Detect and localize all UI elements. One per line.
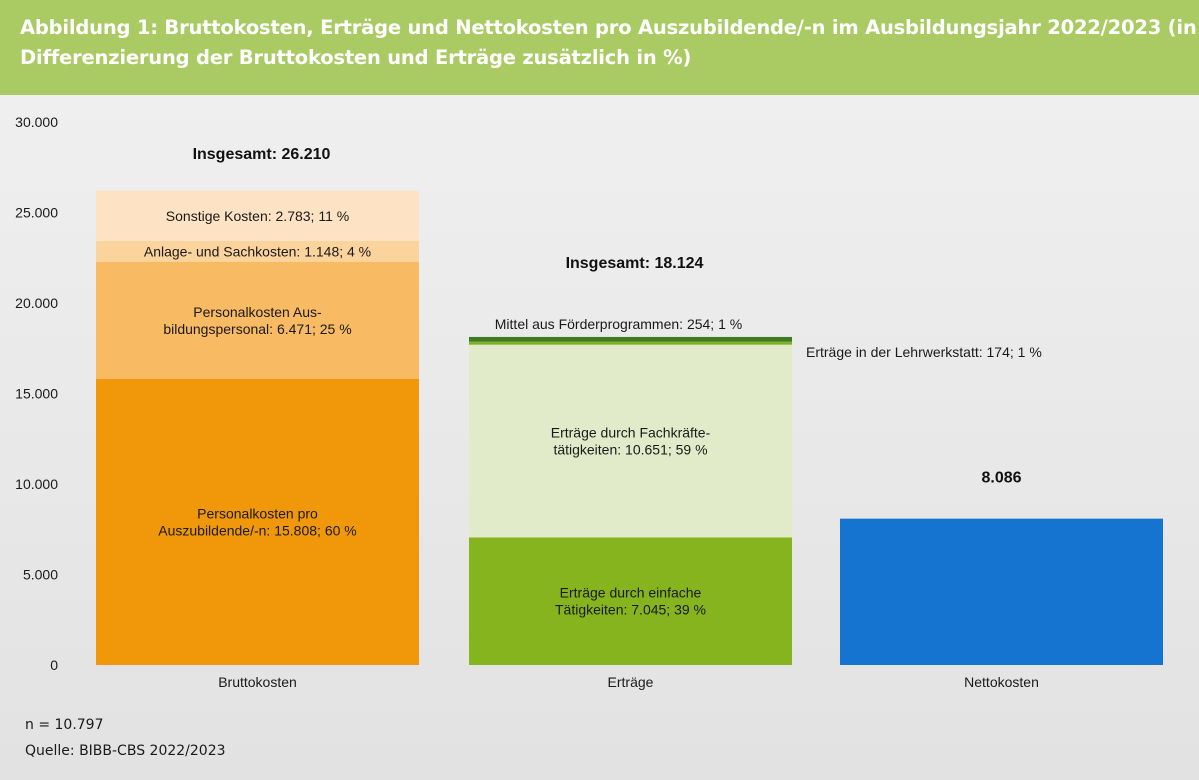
- bar-segment: [96, 261, 419, 379]
- segment-label: Tätigkeiten: 7.045; 39 %: [555, 602, 706, 618]
- y-tick-label: 10.000: [15, 476, 58, 492]
- bar-segment: [96, 190, 419, 241]
- bar-segment: [469, 341, 792, 345]
- segment-external-label: Erträge in der Lehrwerkstatt: 174; 1 %: [806, 344, 1042, 360]
- segment-label: Anlage- und Sachkosten: 1.148; 4 %: [144, 243, 371, 259]
- chart-title-banner: Abbildung 1: Bruttokosten, Erträge und N…: [0, 0, 1199, 95]
- sample-size-note: n = 10.797: [25, 717, 104, 733]
- segment-label: tätigkeiten: 10.651; 59 %: [553, 442, 707, 458]
- y-tick-label: 30.000: [15, 114, 58, 130]
- bar-segment: [469, 344, 792, 538]
- stacked-bar-chart: 0 5.000 10.000 15.000 20.000 25.000 30.000 Pers…: [15, 114, 1163, 690]
- source-note: Quelle: BIBB-CBS 2022/2023: [25, 743, 226, 759]
- bar-total-label: 8.086: [981, 470, 1021, 487]
- segment-label: Personalkosten pro: [197, 505, 318, 521]
- bar-segment: [840, 518, 1163, 665]
- y-tick-label: 25.000: [15, 205, 58, 221]
- segment-label: Auszubildende/-n: 15.808; 60 %: [158, 522, 356, 538]
- bar-segment: [469, 336, 792, 342]
- segment-external-label: Mittel aus Förderprogrammen: 254; 1 %: [495, 316, 742, 332]
- segment-label: Erträge durch einfache: [560, 585, 702, 601]
- segment-label: bildungspersonal: 6.471; 25 %: [163, 321, 351, 337]
- chart-title-line-1: Abbildung 1: Bruttokosten, Erträge und N…: [20, 16, 1199, 39]
- y-tick-label: 15.000: [15, 386, 58, 402]
- segment-label: Personalkosten Aus-: [193, 304, 322, 320]
- bar-total-label: Insgesamt: 26.210: [193, 146, 331, 163]
- x-category-label: Nettokosten: [964, 674, 1039, 690]
- y-tick-label: 0: [50, 657, 58, 673]
- y-tick-label: 5.000: [23, 567, 58, 583]
- segment-label: Erträge durch Fachkräfte-: [551, 425, 711, 441]
- x-category-label: Erträge: [608, 674, 654, 690]
- segment-label: Sonstige Kosten: 2.783; 11 %: [166, 208, 349, 224]
- chart-title-line-2: Differenzierung der Bruttokosten und Ert…: [20, 46, 692, 69]
- bar-segment: [469, 537, 792, 665]
- bar-total-label: Insgesamt: 18.124: [566, 255, 704, 272]
- bar-segment: [96, 240, 419, 262]
- y-tick-label: 20.000: [15, 295, 58, 311]
- x-category-label: Bruttokosten: [218, 674, 297, 690]
- bar-segment: [96, 378, 419, 665]
